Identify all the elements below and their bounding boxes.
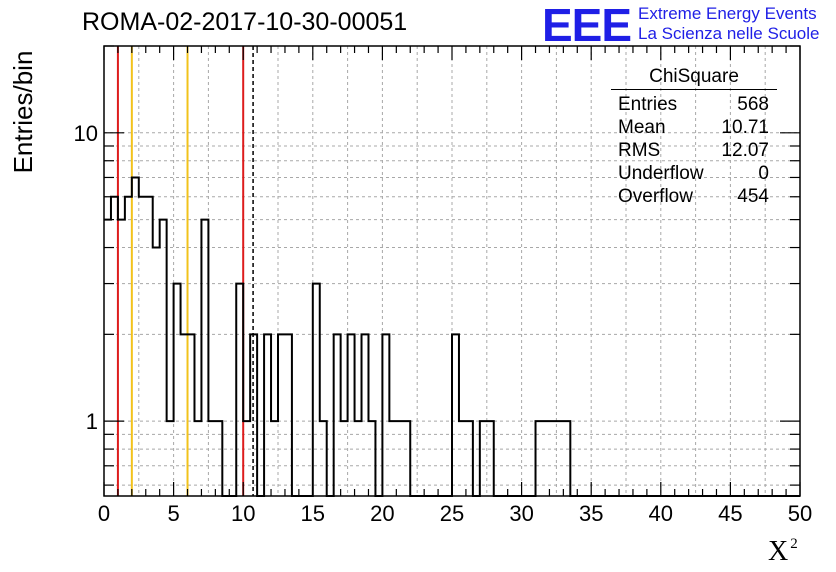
x-tick-label: 50 xyxy=(788,501,812,526)
stat-label: Overflow xyxy=(618,186,693,207)
stat-value: 568 xyxy=(737,94,769,115)
stat-row-overflow: Overflow 454 xyxy=(611,185,777,208)
run-title: ROMA-02-2017-10-30-00051 xyxy=(82,8,408,36)
y-tick-label: 1 xyxy=(86,409,98,434)
x-tick-label: 45 xyxy=(718,501,742,526)
stat-row-rms: RMS 12.07 xyxy=(611,139,777,162)
stat-label: Underflow xyxy=(618,163,704,184)
x-axis-label-text: X xyxy=(768,536,789,567)
stat-value: 0 xyxy=(758,163,769,184)
logo-line-2: La Scienza nelle Scuole xyxy=(638,24,820,43)
stat-label: RMS xyxy=(618,140,661,161)
x-tick-label: 15 xyxy=(301,501,325,526)
stat-row-entries: Entries 568 xyxy=(611,93,777,116)
stat-label: Mean xyxy=(618,117,666,138)
x-tick-label: 20 xyxy=(370,501,394,526)
stat-value: 12.07 xyxy=(721,140,769,161)
stats-box: ChiSquare Entries 568 Mean 10.71 RMS 12.… xyxy=(611,66,777,208)
stat-row-mean: Mean 10.71 xyxy=(611,116,777,139)
stat-value: 10.71 xyxy=(721,117,769,138)
y-tick-label: 10 xyxy=(74,121,98,146)
eee-logo: EEE xyxy=(542,0,632,51)
x-tick-label: 0 xyxy=(98,501,110,526)
stats-title: ChiSquare xyxy=(611,66,777,90)
x-tick-label: 5 xyxy=(167,501,179,526)
x-axis-label-superscript: 2 xyxy=(790,536,798,552)
x-tick-label: 10 xyxy=(231,501,255,526)
logo-line-1: Extreme Energy Events xyxy=(638,4,817,23)
stat-label: Entries xyxy=(618,94,678,115)
stat-value: 454 xyxy=(737,186,769,207)
x-tick-label: 25 xyxy=(440,501,464,526)
x-tick-label: 40 xyxy=(649,501,673,526)
x-tick-label: 35 xyxy=(579,501,603,526)
x-tick-label: 30 xyxy=(509,501,533,526)
stat-row-underflow: Underflow 0 xyxy=(611,162,777,185)
y-axis-label: Entries/bin xyxy=(8,50,38,174)
